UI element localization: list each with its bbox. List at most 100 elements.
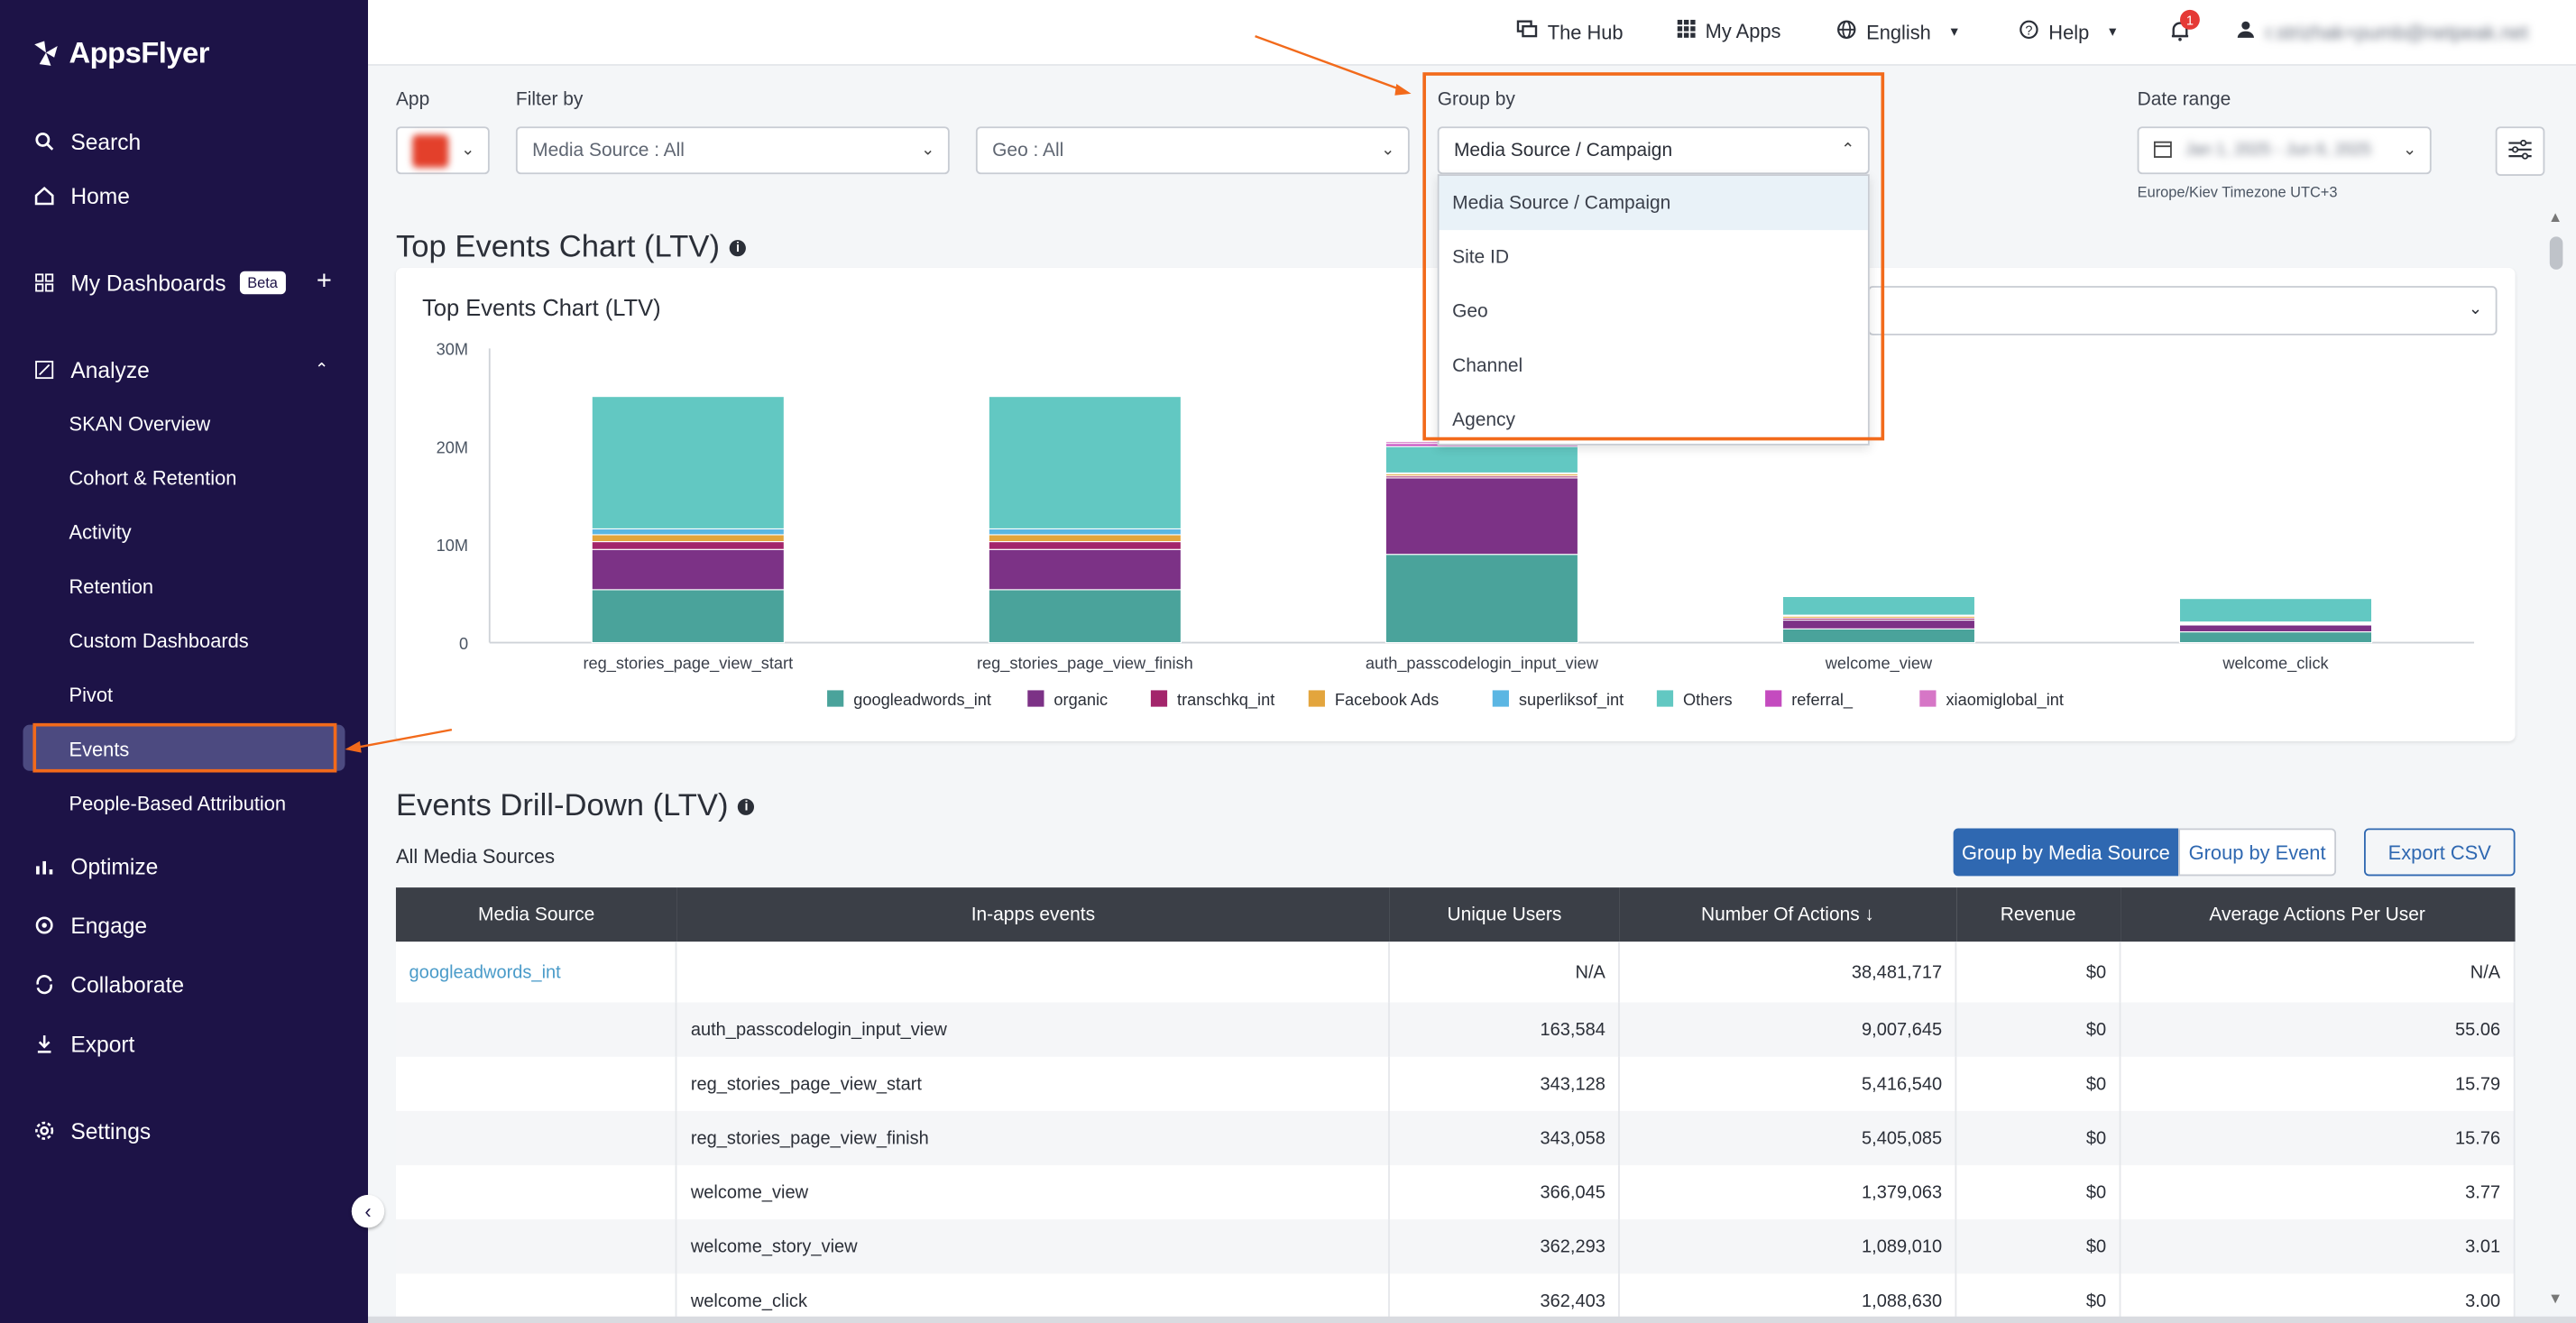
sidebar-item-my-dashboards[interactable]: My Dashboards Beta + — [0, 258, 368, 308]
date-range-value: Jan 1, 2025 - Jun 6, 2025 — [2185, 141, 2372, 160]
search-icon — [32, 130, 55, 153]
column-header-avg-actions[interactable]: Average Actions Per User — [2120, 887, 2515, 942]
sidebar-item-settings[interactable]: Settings — [0, 1106, 368, 1155]
add-dashboard-button[interactable]: + — [316, 268, 332, 297]
bar-segment — [1385, 554, 1579, 644]
export-csv-button[interactable]: Export CSV — [2363, 828, 2516, 877]
sidebar-sub-people-based-attribution[interactable]: People-Based Attribution — [69, 792, 287, 815]
sidebar-item-home[interactable]: Home — [0, 171, 368, 221]
column-header-media-source[interactable]: Media Source — [395, 887, 677, 942]
cell-number-of-actions: 5,416,540 — [1619, 1056, 1957, 1111]
scroll-down-icon[interactable]: ▼ — [2547, 1290, 2563, 1307]
home-icon — [32, 184, 55, 207]
cell-event-name — [676, 942, 1391, 1003]
drilldown-title-text: Events Drill-Down (LTV) — [395, 788, 729, 824]
collapse-sidebar-button[interactable]: ‹ — [351, 1194, 385, 1228]
app-selector[interactable]: ⌄ — [395, 126, 490, 175]
cell-revenue: $0 — [1955, 1110, 2121, 1166]
x-tick-label: welcome_click — [2222, 655, 2329, 674]
cell-avg-actions: N/A — [2120, 942, 2516, 1003]
annotation-arrowhead — [345, 740, 362, 753]
dropdown-option-media-source-campaign[interactable]: Media Source / Campaign — [1439, 175, 1868, 231]
top-bar: The Hub My Apps English ▾ ? Help ▾ — [367, 0, 2576, 66]
legend-swatch — [1027, 690, 1044, 707]
sidebar-item-analyze[interactable]: Analyze ⌃ — [0, 345, 368, 395]
sidebar-item-label: Export — [70, 1031, 135, 1056]
bar-segment — [1385, 446, 1579, 473]
appsflyer-logo[interactable]: AppsFlyer — [30, 36, 209, 70]
sidebar-item-search[interactable]: Search — [0, 116, 368, 166]
annotation-highlight-box — [32, 722, 337, 773]
sidebar-item-optimize[interactable]: Optimize — [0, 841, 368, 891]
table-row: googleadwords_int N/A 38,481,717 $0 N/A — [395, 942, 2516, 1003]
geo-filter[interactable]: Geo : All ⌄ — [975, 126, 1410, 175]
legend-swatch — [1919, 690, 1937, 707]
sidebar: AppsFlyer Search Home My Dashboards Beta… — [0, 0, 368, 1323]
sidebar-item-collaborate[interactable]: Collaborate — [0, 960, 368, 1009]
drilldown-table: Media Source In-apps events Unique Users… — [395, 887, 2516, 1323]
sidebar-item-engage[interactable]: Engage — [0, 901, 368, 951]
column-header-unique-users[interactable]: Unique Users — [1389, 887, 1620, 942]
x-tick-label: reg_stories_page_view_start — [583, 655, 793, 674]
legend-swatch — [827, 690, 844, 707]
sidebar-sub-skan-overview[interactable]: SKAN Overview — [69, 412, 211, 436]
column-header-number-of-actions[interactable]: Number Of Actions ↓ — [1619, 887, 1956, 942]
dropdown-option-site-id[interactable]: Site ID — [1452, 247, 1509, 268]
sidebar-item-export[interactable]: Export — [0, 1019, 368, 1069]
notification-count-badge: 1 — [2179, 9, 2200, 30]
help-menu[interactable]: ? Help ▾ — [2019, 20, 2116, 44]
scrollbar-thumb[interactable] — [2549, 236, 2563, 270]
language-label: English — [1866, 20, 1931, 44]
cell-media-source[interactable]: googleadwords_int — [395, 942, 678, 1003]
sidebar-item-label: Engage — [70, 913, 148, 938]
legend-label: Others — [1683, 691, 1733, 709]
filter-settings-button[interactable] — [2495, 126, 2545, 176]
cell-avg-actions: 55.06 — [2120, 1002, 2516, 1057]
user-menu[interactable]: r.strizhak+pumb@netpeak.net — [2236, 20, 2528, 44]
cell-number-of-actions: 5,405,085 — [1619, 1110, 1957, 1166]
cell-event-name: welcome_click — [676, 1273, 1391, 1323]
sidebar-item-label: My Dashboards — [70, 270, 226, 296]
date-range-label: Date range — [2137, 90, 2231, 111]
legend-label: superliksof_int — [1519, 691, 1624, 710]
horizontal-scrollbar[interactable] — [367, 1316, 2576, 1323]
media-source-filter[interactable]: Media Source : All ⌄ — [515, 126, 950, 175]
dropdown-option-channel[interactable]: Channel — [1452, 355, 1523, 376]
info-icon[interactable]: i — [738, 798, 755, 815]
top-events-title-text: Top Events Chart (LTV) — [395, 230, 720, 265]
column-header-in-app-events[interactable]: In-apps events — [676, 887, 1390, 942]
sidebar-sub-cohort-retention[interactable]: Cohort & Retention — [69, 466, 237, 491]
the-hub-link[interactable]: The Hub — [1516, 20, 1624, 44]
export-icon — [32, 1032, 55, 1055]
dropdown-option-agency[interactable]: Agency — [1452, 409, 1515, 430]
optimize-icon — [32, 855, 55, 878]
group-by-label: Group by — [1437, 90, 1515, 111]
dropdown-option-geo[interactable]: Geo — [1452, 301, 1488, 322]
sliders-icon — [2508, 138, 2532, 164]
cell-revenue: $0 — [1955, 1002, 2121, 1057]
bar-segment — [591, 589, 785, 644]
sidebar-sub-custom-dashboards[interactable]: Custom Dashboards — [69, 629, 249, 653]
cell-unique-users: 163,584 — [1389, 1002, 1621, 1057]
chevron-down-icon: ⌄ — [461, 141, 475, 160]
cell-number-of-actions: 1,089,010 — [1619, 1219, 1957, 1274]
legend-label: googleadwords_int — [853, 691, 991, 710]
group-by-media-source-button[interactable]: Group by Media Source — [1953, 828, 2179, 877]
sidebar-sub-activity[interactable]: Activity — [69, 520, 132, 545]
scroll-up-icon[interactable]: ▲ — [2547, 208, 2563, 225]
sidebar-sub-events[interactable]: Events — [69, 738, 130, 761]
language-selector[interactable]: English ▾ — [1836, 20, 1958, 44]
my-apps-link[interactable]: My Apps — [1677, 19, 1780, 42]
cell-revenue: $0 — [1955, 1219, 2121, 1274]
info-icon[interactable]: i — [729, 240, 747, 257]
date-range-picker[interactable]: Jan 1, 2025 - Jun 6, 2025 ⌄ — [2137, 126, 2432, 175]
notifications-button[interactable]: 1 — [2170, 9, 2200, 46]
sidebar-sub-pivot[interactable]: Pivot — [69, 684, 114, 707]
table-row: reg_stories_page_view_finish 343,058 5,405… — [395, 1110, 2516, 1166]
sidebar-sub-retention[interactable]: Retention — [69, 574, 154, 599]
vertical-scrollbar[interactable]: ▲ ▼ — [2546, 208, 2566, 1306]
group-by-select[interactable]: Media Source / Campaign ⌃ — [1437, 126, 1870, 175]
column-header-revenue[interactable]: Revenue — [1955, 887, 2121, 942]
group-by-event-button[interactable]: Group by Event — [2178, 828, 2337, 877]
bar-segment — [1781, 595, 1976, 616]
